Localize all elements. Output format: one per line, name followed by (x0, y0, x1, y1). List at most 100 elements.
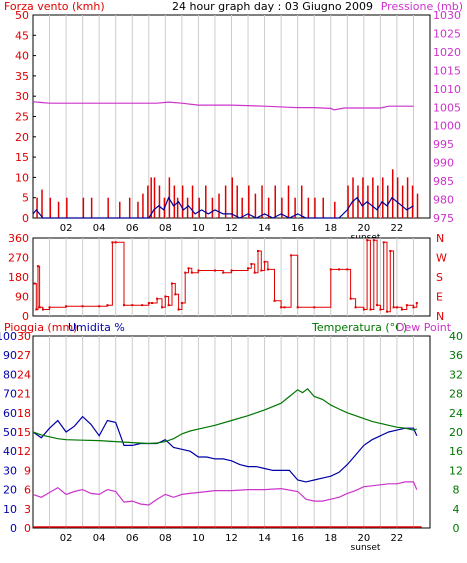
direction-point (362, 308, 365, 311)
wind-bar (176, 197, 179, 218)
pressure-tick-label: 985 (433, 175, 454, 188)
wind-bar (416, 193, 419, 218)
climate-x-tick-label: 08 (159, 533, 172, 544)
wind-bar (191, 185, 194, 218)
temperature-tick-label: 0 (453, 522, 460, 535)
direction-point (273, 299, 276, 302)
direction-point (48, 306, 51, 309)
wind-bar (173, 185, 176, 218)
wind-bar (294, 197, 296, 218)
wind-x-tick-label: 18 (324, 223, 337, 234)
wind-bar (128, 197, 131, 218)
wind-tick-label: 15 (15, 151, 29, 164)
climate-x-tick-label: 22 (391, 533, 404, 544)
wind-bar (36, 197, 38, 218)
wind-bar (307, 197, 310, 218)
direction-point (81, 305, 84, 308)
humidity-axis-title: Umidita % (68, 321, 125, 334)
wind-tick-label: 25 (15, 111, 29, 124)
temperature-tick-label: 20 (449, 426, 463, 439)
direction-point (141, 304, 144, 307)
direction-point (395, 306, 398, 309)
pressure-axis-title: Pressione (mb) (381, 0, 463, 13)
compass-label: S (436, 271, 443, 284)
humidity-tick-label: 0 (10, 522, 17, 535)
rain-tick-label: 27 (17, 349, 31, 362)
rain-tick-label: 9 (24, 464, 31, 477)
direction-point (161, 306, 164, 309)
direction-point (36, 265, 39, 268)
wind-bar (168, 177, 171, 218)
direction-point (346, 268, 349, 271)
wind-bar (357, 185, 359, 218)
direction-point (106, 304, 109, 307)
direction-point (65, 305, 68, 308)
wind-bar (142, 193, 144, 218)
direction-point (35, 308, 38, 311)
wind-bar (347, 185, 349, 218)
direction-point (260, 269, 263, 272)
climate-x-tick-label: 16 (291, 533, 304, 544)
direction-point (38, 306, 41, 309)
wind-bar (57, 201, 60, 218)
wind-tick-label: 35 (15, 70, 29, 83)
rain-tick-label: 30 (17, 330, 31, 343)
wind-bar (82, 197, 85, 218)
direction-point (296, 306, 299, 309)
climate-x-tick-label: 02 (60, 533, 73, 544)
wind-tick-label: 20 (15, 131, 29, 144)
wind-bar (236, 185, 238, 218)
wind-x-tick-label: 10 (192, 223, 205, 234)
dewpoint-axis-title: Dew Point (396, 321, 452, 334)
temperature-tick-label: 16 (449, 445, 463, 458)
temperature-tick-label: 28 (449, 388, 463, 401)
direction-point (213, 269, 216, 272)
direction-point (392, 306, 395, 309)
direction-point (280, 306, 283, 309)
wind-bar (267, 197, 270, 218)
wind-bar (401, 185, 404, 218)
direction-point (156, 297, 159, 300)
wind-x-tick-label: 20 (357, 223, 370, 234)
wind-tick-label: 5 (22, 192, 29, 205)
wind-bar (248, 185, 250, 218)
wind-bar (107, 197, 109, 218)
wind-tick-label: 30 (15, 90, 29, 103)
wind-bar (153, 177, 156, 218)
pressure-tick-label: 1020 (433, 46, 461, 59)
direction-point (329, 268, 332, 271)
sunset-label-bottom: sunset (351, 543, 381, 553)
direction-point (190, 271, 193, 274)
compass-label: N (436, 310, 444, 323)
direction-point (266, 268, 269, 271)
wind-bar (386, 185, 389, 218)
pressure-tick-label: 1025 (433, 27, 461, 40)
rain-axis-title: Pioggia (mm) (4, 321, 77, 334)
direction-point (372, 239, 375, 242)
temperature-tick-label: 40 (449, 330, 463, 343)
wind-bar (66, 197, 68, 218)
direction-point (385, 310, 388, 313)
direction-point (415, 302, 418, 304)
direction-point (290, 254, 293, 257)
direction-tick-label: 180 (8, 271, 29, 284)
direction-point (369, 308, 372, 311)
direction-point (131, 304, 134, 307)
humidity-tick-label: 100 (0, 330, 17, 343)
pressure-tick-label: 1000 (433, 120, 461, 133)
wind-bar (382, 177, 384, 218)
wind-bar (406, 177, 409, 218)
pressure-line (32, 101, 414, 111)
pressure-tick-label: 990 (433, 157, 454, 170)
direction-point (230, 269, 233, 272)
average-wind-line (32, 196, 414, 219)
humidity-tick-label: 10 (3, 503, 17, 516)
compass-label: E (436, 291, 443, 304)
direction-point (197, 269, 200, 272)
wind-bar (274, 185, 277, 218)
rain-tick-label: 0 (24, 522, 31, 535)
wind-bar (372, 177, 374, 218)
humidity-tick-label: 40 (3, 445, 17, 458)
wind-bar (147, 185, 149, 218)
wind-bar (314, 197, 316, 218)
